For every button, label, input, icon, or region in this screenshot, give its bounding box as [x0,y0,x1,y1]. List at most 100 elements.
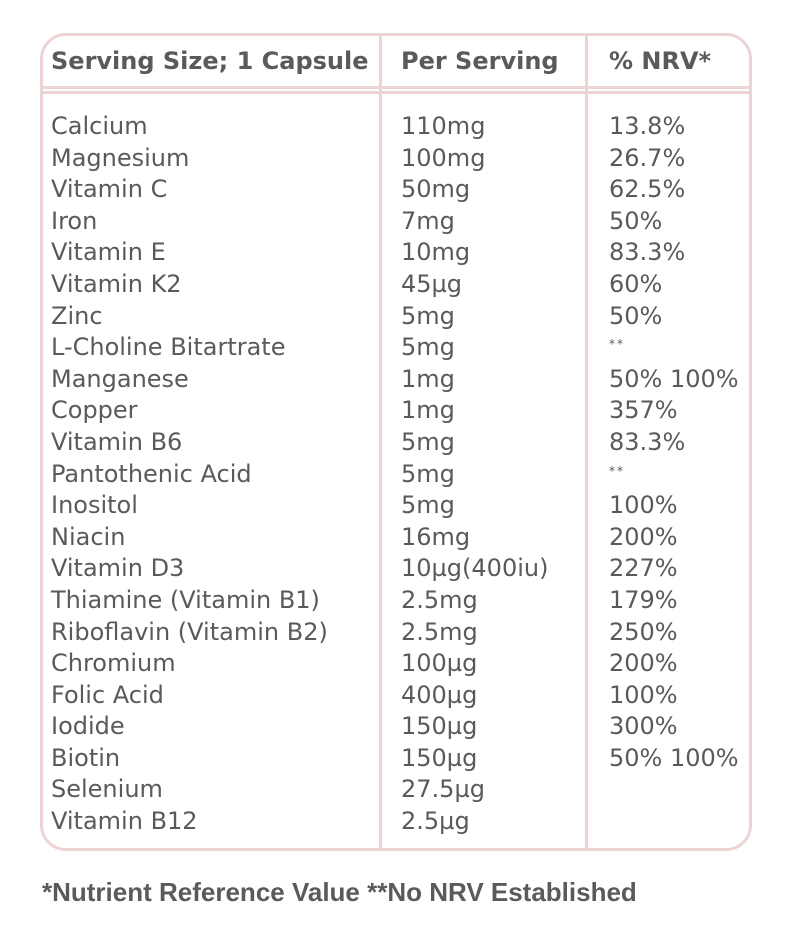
amount-per-serving: 5mg [401,333,455,362]
table-row: Niacin 16mg 200% [43,522,749,554]
amount-per-serving: 2.5mg [401,585,478,614]
nrv-percent: 83.3% [609,238,686,267]
table-row: Iodide 150µg 300% [43,711,749,743]
nutrient-name: Manganese [51,364,189,393]
amount-per-serving: 100mg [401,143,486,172]
column-divider-1 [379,36,382,848]
nutrient-name: Riboflavin (Vitamin B2) [51,617,328,646]
amount-per-serving: 1mg [401,364,455,393]
nrv-percent: 357% [609,396,678,425]
table-row: Magnesium 100mg 26.7% [43,143,749,175]
nutrient-name: Vitamin B12 [51,807,198,836]
nutrient-name: Copper [51,396,138,425]
nutrient-name: Vitamin C [51,175,168,204]
nrv-percent: 60% [609,269,663,298]
table-row: Biotin 150µg 50% 100% [43,743,749,775]
nutrient-name: Iron [51,206,98,235]
nrv-percent: 83.3% [609,427,686,456]
amount-per-serving: 110mg [401,112,486,140]
table-row: Vitamin B6 5mg 83.3% [43,427,749,459]
table-row: Iron 7mg 50% [43,206,749,238]
table-row: Vitamin K2 45µg 60% [43,269,749,301]
amount-per-serving: 100µg [401,649,478,678]
amount-per-serving: 5mg [401,459,455,488]
amount-per-serving: 400µg [401,680,478,709]
nrv-percent: 50% [609,206,663,235]
table-row: Manganese 1mg 50% 100% [43,364,749,396]
table-row: Vitamin D3 10µg(400iu) 227% [43,553,749,585]
amount-per-serving: 5mg [401,301,455,330]
nutrient-name: Vitamin K2 [51,269,182,298]
table-body: Calcium 110mg 13.8% Magnesium 100mg 26.7% Vita… [43,111,749,838]
amount-per-serving: 5mg [401,491,455,520]
header-per-serving: Per Serving [401,47,559,75]
nrv-percent: 227% [609,554,678,583]
table-row: Riboflavin (Vitamin B2) 2.5mg 250% [43,617,749,649]
nutrient-name: Iodide [51,712,125,741]
nrv-percent: 250% [609,617,678,646]
column-divider-2 [585,36,588,848]
table-row: Calcium 110mg 13.8% [43,111,749,143]
table-row: Inositol 5mg 100% [43,490,749,522]
amount-per-serving: 7mg [401,206,455,235]
table-row: Thiamine (Vitamin B1) 2.5mg 179% [43,585,749,617]
nutrient-name: Magnesium [51,143,190,172]
nrv-percent: 200% [609,522,678,551]
nrv-percent: 13.8% [609,112,686,140]
nrv-percent: 100% [609,680,678,709]
nutrient-name: Vitamin D3 [51,554,185,583]
amount-per-serving: 27.5µg [401,775,485,804]
nrv-percent: 179% [609,585,678,614]
nutrient-name: Thiamine (Vitamin B1) [51,585,320,614]
amount-per-serving: 2.5µg [401,807,470,836]
table-row: Vitamin E 10mg 83.3% [43,237,749,269]
table-row: Folic Acid 400µg 100% [43,680,749,712]
amount-per-serving: 150µg [401,743,478,772]
table-row: Vitamin C 50mg 62.5% [43,174,749,206]
nrv-percent: 300% [609,712,678,741]
amount-per-serving: 10mg [401,238,471,267]
header-serving-size: Serving Size; 1 Capsule [51,47,369,75]
nutrient-name: Inositol [51,491,138,520]
footnote: *Nutrient Reference Value **No NRV Estab… [42,877,637,907]
amount-per-serving: 50mg [401,175,471,204]
table-row: Vitamin B12 2.5µg [43,806,749,838]
nutrient-name: L-Choline Bitartrate [51,333,286,362]
nutrient-name: Chromium [51,649,176,678]
nrv-percent: ** [609,463,625,478]
amount-per-serving: 150µg [401,712,478,741]
amount-per-serving: 2.5mg [401,617,478,646]
amount-per-serving: 10µg(400iu) [401,554,549,583]
nrv-percent: 50% [609,301,663,330]
nrv-percent: 50% 100% [609,743,739,772]
nutrient-name: Vitamin B6 [51,427,183,456]
amount-per-serving: 1mg [401,396,455,425]
nrv-percent: 62.5% [609,175,686,204]
nutrient-name: Pantothenic Acid [51,459,252,488]
header-divider-double [43,91,749,94]
nutrient-name: Zinc [51,301,103,330]
table-row: Zinc 5mg 50% [43,301,749,333]
nutrient-name: Niacin [51,522,126,551]
nutrient-name: Selenium [51,775,163,804]
nutrition-table: Serving Size; 1 Capsule Per Serving % NR… [40,33,752,851]
table-row: Copper 1mg 357% [43,395,749,427]
header-divider [43,86,749,89]
table-row: Selenium 27.5µg [43,774,749,806]
nrv-percent: 26.7% [609,143,686,172]
amount-per-serving: 45µg [401,269,463,298]
table-row: Pantothenic Acid 5mg ** [43,459,749,491]
nutrient-name: Folic Acid [51,680,164,709]
nrv-percent: 200% [609,649,678,678]
amount-per-serving: 16mg [401,522,471,551]
header-nrv: % NRV* [609,47,712,75]
amount-per-serving: 5mg [401,427,455,456]
table-row: Chromium 100µg 200% [43,648,749,680]
table-row: L-Choline Bitartrate 5mg ** [43,332,749,364]
nutrient-name: Calcium [51,112,148,140]
nrv-percent: ** [609,337,625,352]
nutrient-name: Vitamin E [51,238,166,267]
nrv-percent: 100% [609,491,678,520]
nrv-percent: 50% 100% [609,364,739,393]
nutrient-name: Biotin [51,743,121,772]
